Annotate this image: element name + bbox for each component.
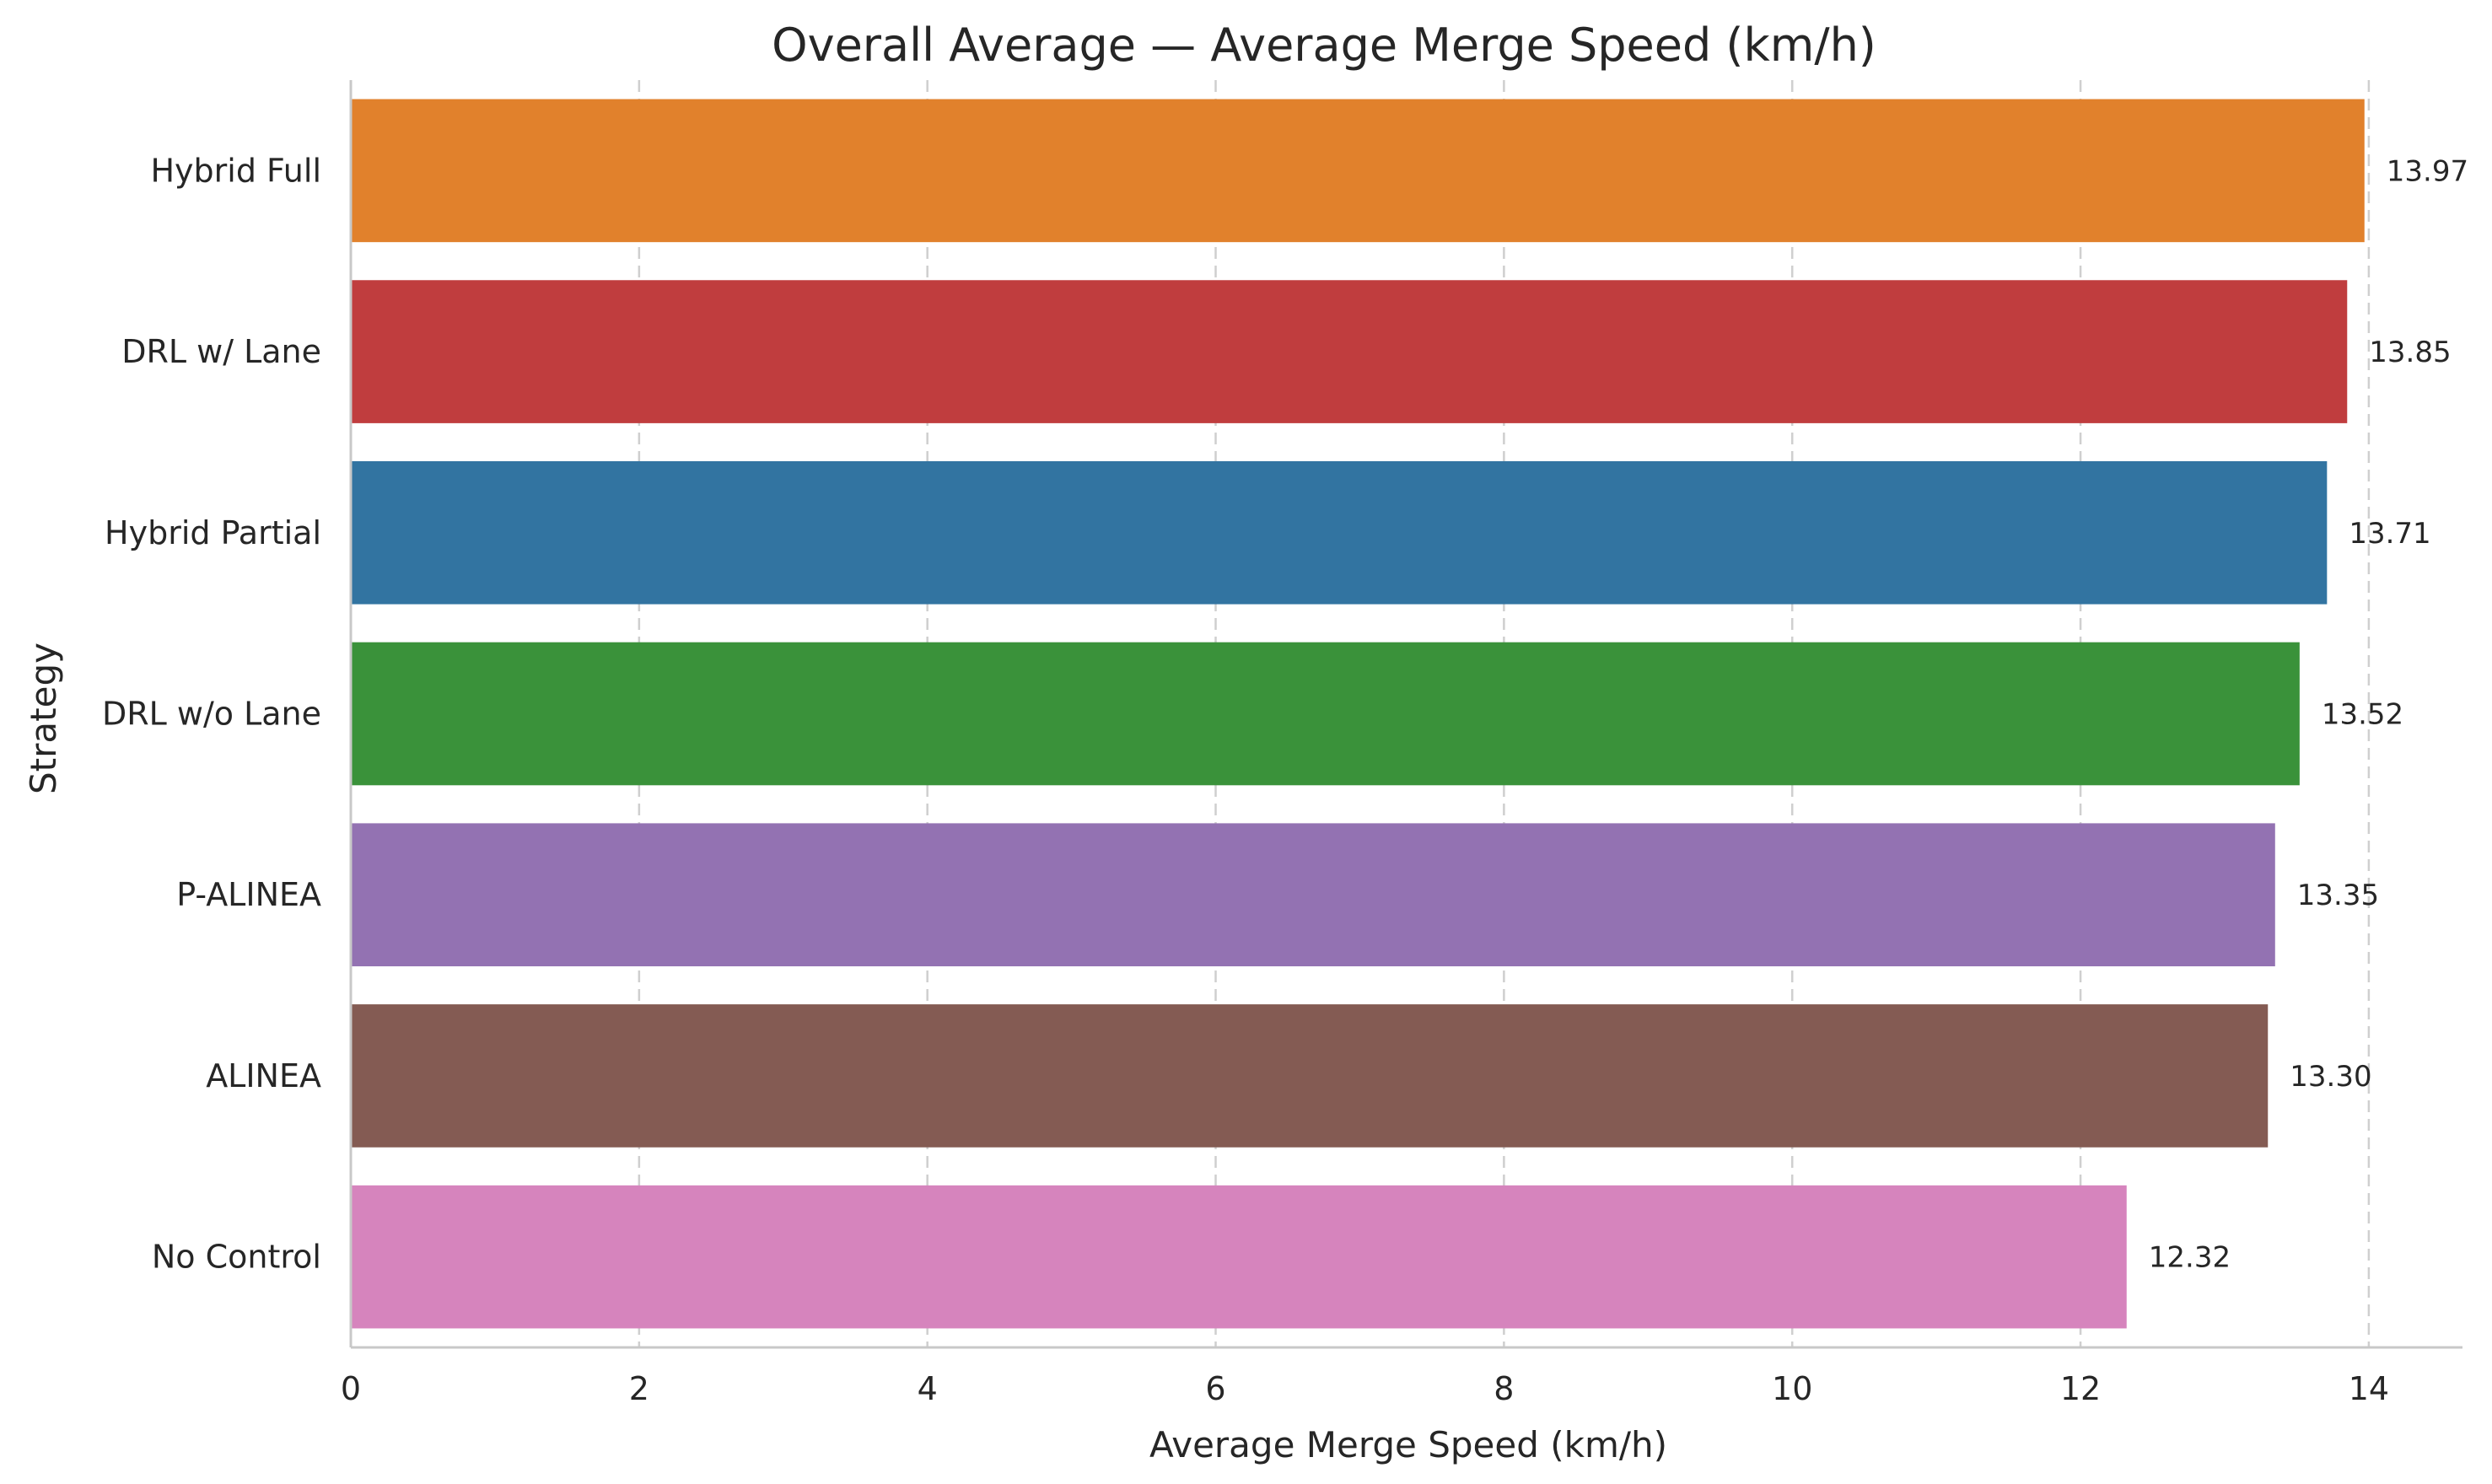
bar-1 (351, 280, 2348, 423)
y-tick-label-4: P-ALINEA (176, 876, 321, 913)
y-axis-label: Strategy (23, 643, 64, 794)
y-tick-label-5: ALINEA (206, 1057, 321, 1094)
value-label-5: 13.30 (2290, 1060, 2371, 1094)
value-label-2: 13.71 (2349, 517, 2430, 551)
bar-2 (351, 460, 2328, 605)
bar-3 (351, 642, 2300, 786)
y-tick-labels: Hybrid Full DRL w/ Lane Hybrid Partial DRL … (102, 152, 321, 1275)
value-label-6: 12.32 (2149, 1241, 2231, 1275)
bar-5 (351, 1004, 2269, 1148)
x-tick-labels: 0 2 4 6 8 10 12 14 (341, 1370, 2389, 1407)
bars (351, 99, 2365, 1329)
x-tick-label-3: 6 (1205, 1370, 1225, 1407)
x-tick-label-2: 4 (918, 1370, 938, 1407)
chart-title: Overall Average — Average Merge Speed (k… (772, 19, 1876, 72)
bar-0 (351, 99, 2365, 243)
value-label-3: 13.52 (2322, 698, 2403, 732)
x-axis-label: Average Merge Speed (km/h) (1149, 1424, 1667, 1465)
y-tick-label-6: No Control (152, 1239, 321, 1276)
x-tick-label-4: 8 (1494, 1370, 1514, 1407)
bar-4 (351, 823, 2275, 967)
x-tick-label-0: 0 (341, 1370, 361, 1407)
x-tick-label-6: 12 (2060, 1370, 2101, 1407)
y-tick-label-2: Hybrid Partial (105, 514, 321, 551)
y-tick-label-3: DRL w/o Lane (102, 696, 321, 733)
y-tick-label-1: DRL w/ Lane (121, 333, 321, 370)
y-tick-label-0: Hybrid Full (150, 152, 321, 189)
x-tick-label-7: 14 (2349, 1370, 2389, 1407)
value-label-1: 13.85 (2369, 336, 2451, 369)
value-label-4: 13.35 (2297, 879, 2379, 912)
value-label-0: 13.97 (2387, 154, 2468, 188)
bar-6 (351, 1185, 2127, 1329)
x-tick-label-5: 10 (1772, 1370, 1812, 1407)
value-labels: 13.97 13.85 13.71 13.52 13.35 13.30 12.32 (2149, 154, 2468, 1274)
x-tick-label-1: 2 (629, 1370, 649, 1407)
